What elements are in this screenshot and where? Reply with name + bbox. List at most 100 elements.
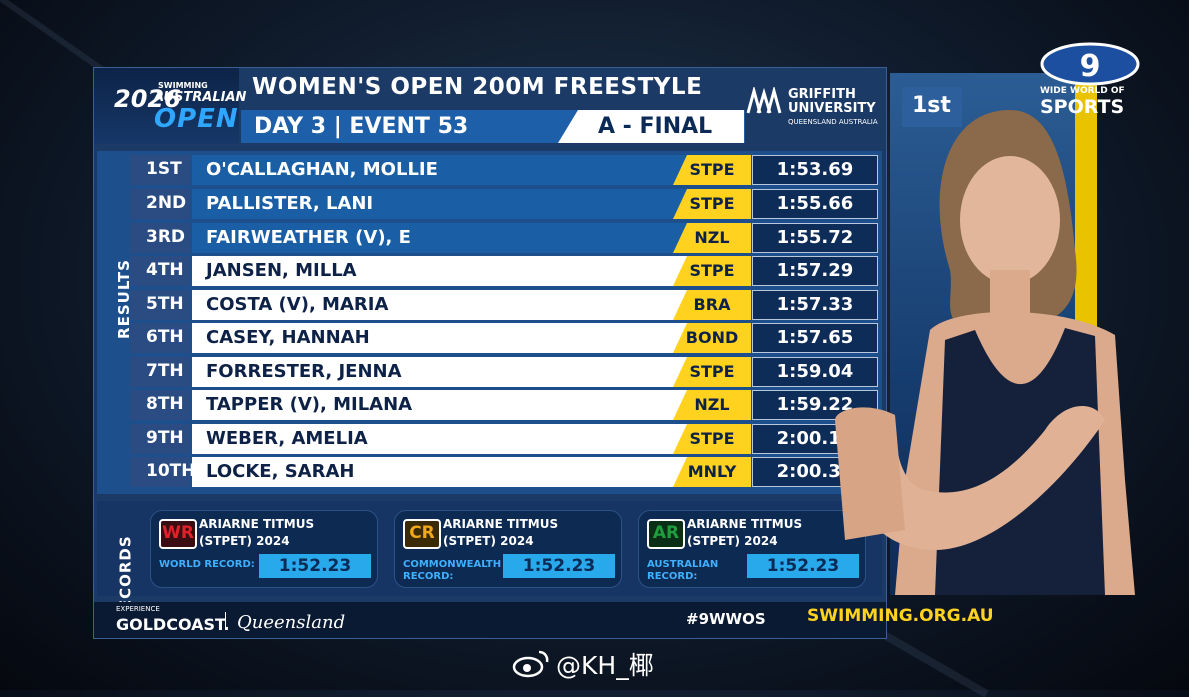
time-cell: 1:57.65 bbox=[752, 323, 878, 353]
club-code: STPE bbox=[689, 261, 735, 280]
club-code: STPE bbox=[689, 194, 735, 213]
day-event-label: DAY 3 | EVENT 53 bbox=[254, 114, 469, 139]
record-badge-text: AR bbox=[652, 523, 680, 543]
record-badge-text: CR bbox=[409, 523, 435, 543]
name-cell: FAIRWEATHER (V), E bbox=[192, 223, 700, 253]
photo-rank-badge: 1st bbox=[902, 87, 962, 127]
club-cell: NZL bbox=[673, 223, 751, 253]
footer-goldcoast: GOLDCOAST. bbox=[116, 615, 230, 634]
result-row: 6TH CASEY, HANNAH BOND 1:57.65 bbox=[130, 323, 878, 353]
record-card-world: WR ARIARNE TITMUS (STPET) 2024 WORLD REC… bbox=[150, 510, 378, 588]
footer-hashtag: #9WWOS bbox=[686, 610, 766, 628]
sponsor-sub: QUEENSLAND AUSTRALIA bbox=[788, 118, 878, 126]
record-time: 1:52.23 bbox=[522, 556, 596, 576]
time-cell: 1:57.33 bbox=[752, 290, 878, 320]
place-cell: 9TH bbox=[130, 424, 190, 454]
record-type: AUSTRALIAN RECORD: bbox=[647, 559, 719, 582]
club-code: MNLY bbox=[687, 462, 737, 481]
place-text: 6TH bbox=[146, 327, 184, 347]
name-cell: O'CALLAGHAN, MOLLIE bbox=[192, 155, 700, 185]
record-badge: AR bbox=[647, 519, 685, 549]
photo-rank-text: 1st bbox=[912, 93, 951, 118]
swim-time: 1:55.66 bbox=[776, 193, 854, 214]
footer-queensland: Queensland bbox=[237, 612, 346, 633]
swimmer-name: LOCKE, SARAH bbox=[206, 461, 355, 482]
swim-time: 1:55.72 bbox=[776, 227, 854, 248]
place-text: 5TH bbox=[146, 294, 184, 314]
swimmer-name: WEBER, AMELIA bbox=[206, 428, 368, 449]
record-holder-name: ARIARNE TITMUS bbox=[199, 517, 315, 531]
name-cell: COSTA (V), MARIA bbox=[192, 290, 700, 320]
result-row: 1ST O'CALLAGHAN, MOLLIE STPE 1:53.69 bbox=[130, 155, 878, 185]
footer-website: SWIMMING.ORG.AU bbox=[807, 606, 994, 626]
footer-experience: EXPERIENCE bbox=[116, 605, 160, 613]
result-row: 5TH COSTA (V), MARIA BRA 1:57.33 bbox=[130, 290, 878, 320]
record-time: 1:52.23 bbox=[766, 556, 840, 576]
record-badge: WR bbox=[159, 519, 197, 549]
record-card-australian: AR ARIARNE TITMUS (STPET) 2024 AUSTRALIA… bbox=[638, 510, 866, 588]
time-cell: 1:55.72 bbox=[752, 223, 878, 253]
place-text: 9TH bbox=[146, 428, 184, 448]
place-text: 3RD bbox=[146, 227, 186, 247]
record-type: WORLD RECORD: bbox=[159, 559, 255, 570]
place-text: 2ND bbox=[146, 193, 187, 213]
swim-time: 1:57.29 bbox=[776, 260, 854, 281]
club-code: STPE bbox=[689, 362, 735, 381]
swimmer-name: TAPPER (V), MILANA bbox=[206, 394, 413, 415]
swim-time: 1:57.33 bbox=[776, 294, 854, 315]
name-cell: JANSEN, MILLA bbox=[192, 256, 700, 286]
club-cell: BRA bbox=[673, 290, 751, 320]
swimmer-name: JANSEN, MILLA bbox=[206, 260, 357, 281]
time-cell: 1:55.66 bbox=[752, 189, 878, 219]
club-code: NZL bbox=[694, 395, 730, 414]
place-cell: 4TH bbox=[130, 256, 190, 286]
athlete-photo bbox=[835, 110, 1135, 595]
record-time-box: 1:52.23 bbox=[503, 554, 615, 578]
record-type: COMMONWEALTH RECORD: bbox=[403, 559, 502, 582]
record-badge-text: WR bbox=[162, 523, 194, 543]
logo-year: 2026 bbox=[114, 85, 181, 113]
place-cell: 7TH bbox=[130, 357, 190, 387]
result-row: 8TH TAPPER (V), MILANA NZL 1:59.22 bbox=[130, 390, 878, 420]
record-holder: ARIARNE TITMUS (STPET) 2024 bbox=[443, 516, 558, 550]
swimmer-name: O'CALLAGHAN, MOLLIE bbox=[206, 159, 438, 180]
record-holder-name: ARIARNE TITMUS bbox=[687, 517, 803, 531]
club-cell: STPE bbox=[673, 155, 751, 185]
swimmer-name: FAIRWEATHER (V), E bbox=[206, 227, 411, 248]
swim-time: 1:53.69 bbox=[776, 159, 854, 180]
club-cell: NZL bbox=[673, 390, 751, 420]
swimmer-name: PALLISTER, LANI bbox=[206, 193, 374, 214]
name-cell: TAPPER (V), MILANA bbox=[192, 390, 700, 420]
logo-open: OPEN bbox=[154, 104, 239, 134]
watermark-handle: @KH_椰 bbox=[556, 651, 654, 680]
network-sub-label: WIDE WORLD OF bbox=[1040, 86, 1125, 96]
final-label: A - FINAL bbox=[598, 114, 713, 139]
club-code: BOND bbox=[685, 328, 739, 347]
place-text: 1ST bbox=[146, 159, 182, 179]
name-cell: FORRESTER, JENNA bbox=[192, 357, 700, 387]
club-code: NZL bbox=[694, 228, 730, 247]
event-logo: 2026 SWIMMING AUSTRALIAN OPEN bbox=[94, 68, 246, 144]
swim-time: 2:00.19 bbox=[776, 428, 854, 449]
result-row: 2ND PALLISTER, LANI STPE 1:55.66 bbox=[130, 189, 878, 219]
background-beam bbox=[0, 0, 110, 76]
swim-time: 1:59.22 bbox=[776, 394, 854, 415]
final-badge: A - FINAL bbox=[558, 110, 744, 143]
record-holder-detail: (STPET) 2024 bbox=[199, 534, 290, 548]
footer-divider bbox=[225, 612, 226, 630]
place-cell: 10TH bbox=[130, 457, 195, 487]
record-time: 1:52.23 bbox=[278, 556, 352, 576]
result-row: 4TH JANSEN, MILLA STPE 1:57.29 bbox=[130, 256, 878, 286]
place-text: 7TH bbox=[146, 361, 184, 381]
place-cell: 3RD bbox=[130, 223, 190, 253]
results-panel: 2026 SWIMMING AUSTRALIAN OPEN WOMEN'S OP… bbox=[93, 67, 887, 639]
record-holder: ARIARNE TITMUS (STPET) 2024 bbox=[199, 516, 314, 550]
record-badge: CR bbox=[403, 519, 441, 549]
footer-bar: EXPERIENCE GOLDCOAST. Queensland #9WWOS bbox=[94, 602, 886, 638]
place-cell: 8TH bbox=[130, 390, 190, 420]
result-row: 10TH LOCKE, SARAH MNLY 2:00.38 bbox=[130, 457, 878, 487]
swim-time: 2:00.38 bbox=[776, 461, 854, 482]
weibo-icon bbox=[512, 650, 549, 678]
record-card-commonwealth: CR ARIARNE TITMUS (STPET) 2024 COMMONWEA… bbox=[394, 510, 622, 588]
nine-network-logo-icon: 9 bbox=[1040, 42, 1140, 86]
